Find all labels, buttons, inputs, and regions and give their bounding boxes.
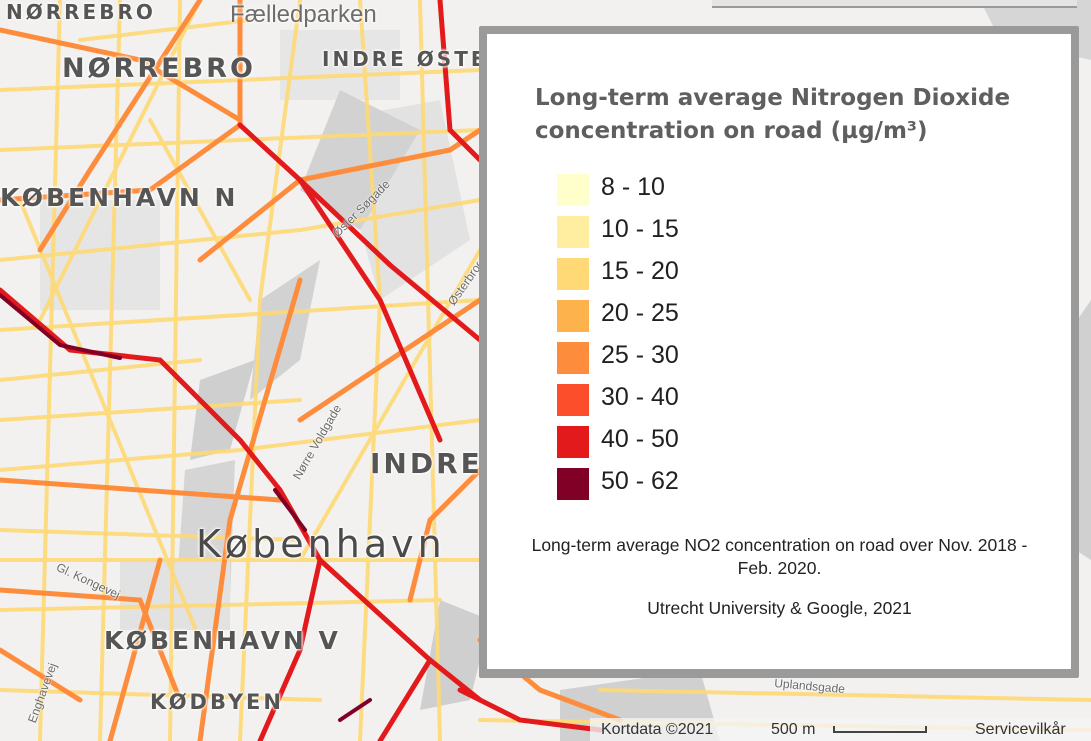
map-control-bar[interactable] xyxy=(712,0,1077,8)
terms-link[interactable]: Servicevilkår xyxy=(975,721,1066,738)
legend-swatch xyxy=(557,426,589,458)
legend-swatch xyxy=(557,258,589,290)
legend-swatch xyxy=(557,216,589,248)
scale-label: 500 m xyxy=(771,721,816,738)
legend-range-label: 10 - 15 xyxy=(601,215,679,243)
label-indre-by: INDRE BY xyxy=(370,447,480,480)
legend-swatch xyxy=(557,300,589,332)
roads-medium xyxy=(0,0,623,741)
legend-class-row: 25 - 30 xyxy=(557,340,817,374)
legend-swatch xyxy=(557,384,589,416)
label-kobenhavn-n: KØBENHAVN N xyxy=(0,183,239,212)
legend-title: Long-term average Nitrogen Dioxide conce… xyxy=(535,85,1011,144)
legend-swatch xyxy=(557,174,589,206)
attribution-background xyxy=(590,718,1091,741)
legend-range-label: 40 - 50 xyxy=(601,425,679,453)
map-attribution-bar: Kortdata ©2021 500 m Servicevilkår xyxy=(0,718,1091,741)
legend-class-row: 20 - 25 xyxy=(557,298,817,332)
legend-range-label: 8 - 10 xyxy=(601,173,665,201)
legend-range-label: 30 - 40 xyxy=(601,383,679,411)
label-norrebro: NØRREBRO xyxy=(62,53,256,84)
legend-range-label: 25 - 30 xyxy=(601,341,679,369)
scale-bar xyxy=(833,726,927,733)
legend-swatch xyxy=(557,468,589,500)
legend-panel: Long-term average Nitrogen Dioxide conce… xyxy=(487,34,1071,669)
label-faelledparken: Fælledparken xyxy=(230,1,377,28)
label-norrebro-small: NØRREBRO xyxy=(6,0,156,24)
map-data-credit[interactable]: Kortdata ©2021 xyxy=(601,721,714,738)
legend-credit: Utrecht University & Google, 2021 xyxy=(647,598,912,618)
legend-class-row: 10 - 15 xyxy=(557,214,817,248)
label-kobenhavn: København xyxy=(196,522,446,566)
legend-class-row: 30 - 40 xyxy=(557,382,817,416)
legend-class-row: 40 - 50 xyxy=(557,424,817,458)
label-kobenhavn-v: KØBENHAVN V xyxy=(104,626,341,655)
legend-range-label: 15 - 20 xyxy=(601,257,679,285)
legend-class-row: 15 - 20 xyxy=(557,256,817,290)
legend-note: Long-term average NO2 concentration on r… xyxy=(531,535,1028,578)
roads-very-high xyxy=(0,293,372,722)
label-kodbyen: KØDBYEN xyxy=(150,690,284,714)
legend-range-label: 20 - 25 xyxy=(601,299,679,327)
legend-swatch xyxy=(557,342,589,374)
legend-class-row: 50 - 62 xyxy=(557,466,817,500)
legend-class-row: 8 - 10 xyxy=(557,172,817,206)
label-indre-osterbro: INDRE ØSTERBRO xyxy=(322,47,482,71)
legend-range-label: 50 - 62 xyxy=(601,467,679,495)
